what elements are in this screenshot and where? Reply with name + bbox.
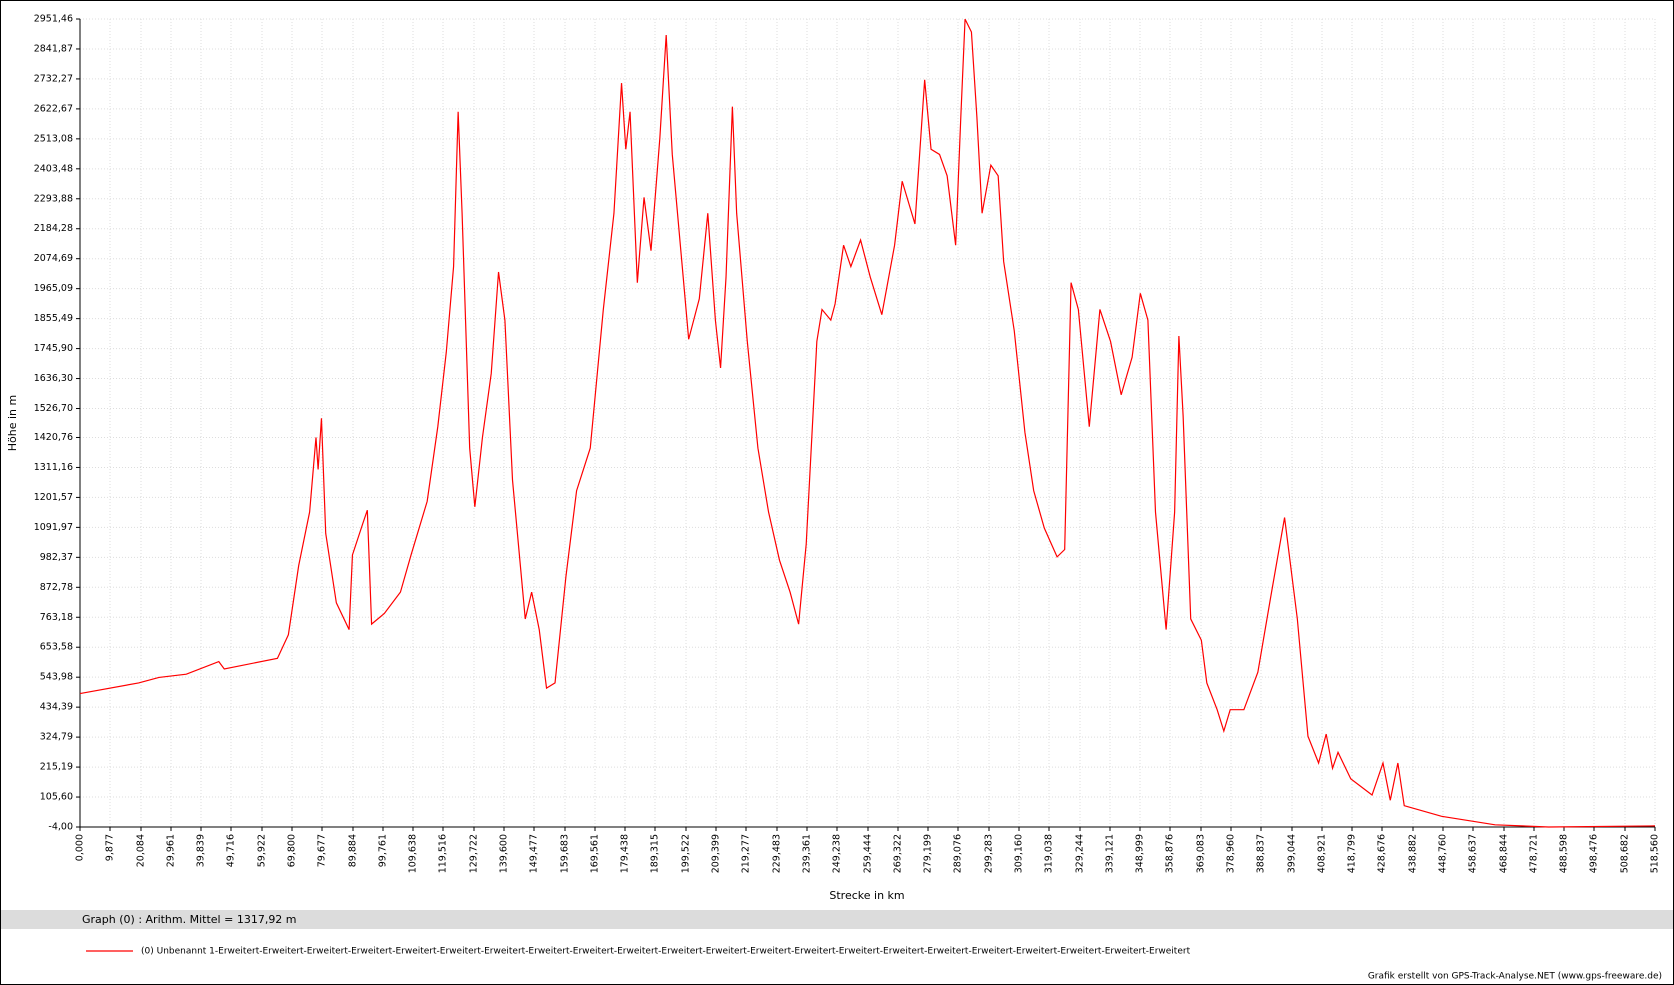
x-tick-label: 488,598 — [1558, 834, 1569, 873]
x-tick-label: 69,800 — [287, 834, 298, 867]
y-tick-label: 543,98 — [40, 672, 73, 683]
x-tick-label: 159,683 — [559, 834, 570, 873]
y-tick-label: 215,19 — [40, 762, 73, 773]
x-axis-label: Strecke in km — [829, 889, 904, 902]
y-tick-label: 763,18 — [40, 612, 73, 623]
y-tick-label: 2622,67 — [34, 103, 73, 114]
x-tick-label: 448,760 — [1437, 834, 1448, 873]
x-tick-label: 408,921 — [1316, 834, 1327, 873]
y-tick-label: 2074,69 — [34, 253, 73, 264]
y-tick-label: 1636,30 — [34, 373, 73, 384]
x-tick-label: 358,876 — [1164, 834, 1175, 873]
x-tick-label: 508,682 — [1619, 834, 1630, 873]
y-tick-label: 1201,57 — [34, 492, 73, 503]
y-tick-label: 982,37 — [40, 552, 73, 563]
y-tick-label: 105,60 — [40, 792, 73, 803]
x-tick-label: 229,483 — [771, 834, 782, 873]
x-tick-label: 388,837 — [1255, 834, 1266, 873]
y-tick-label: 2293,88 — [34, 193, 73, 204]
x-tick-label: 468,844 — [1498, 834, 1509, 873]
y-tick-label: 2732,27 — [34, 73, 73, 84]
y-tick-label: 2513,08 — [34, 133, 73, 144]
x-tick-label: 39,839 — [196, 834, 207, 867]
x-tick-label: 339,121 — [1104, 834, 1115, 873]
x-tick-label: 348,999 — [1134, 834, 1145, 873]
x-tick-label: 20,084 — [136, 834, 147, 867]
x-tick-label: 319,038 — [1044, 834, 1055, 873]
elevation-line — [79, 18, 1656, 828]
x-tick-label: 369,083 — [1195, 834, 1206, 873]
y-tick-label: 2184,28 — [34, 223, 73, 234]
x-tick-label: 189,315 — [649, 834, 660, 873]
x-tick-label: 139,600 — [499, 834, 510, 873]
x-tick-label: 79,677 — [316, 834, 327, 867]
x-tick-label: 428,676 — [1376, 834, 1387, 873]
x-tick-label: 518,560 — [1650, 834, 1661, 873]
y-tick-label: 1855,49 — [34, 313, 73, 324]
x-tick-label: 149,477 — [529, 834, 540, 873]
y-tick-label: 324,79 — [40, 732, 73, 743]
x-tick-label: 119,516 — [438, 834, 449, 873]
x-tick-label: 49,716 — [226, 834, 237, 867]
x-tick-label: 209,399 — [710, 834, 721, 873]
y-tick-label: 1420,76 — [34, 432, 73, 443]
y-tick-label: 2403,48 — [34, 163, 73, 174]
x-tick-label: 109,638 — [407, 834, 418, 873]
y-tick-label: 434,39 — [40, 702, 73, 713]
y-tick-label: 1091,97 — [34, 522, 73, 533]
x-tick-label: 199,522 — [680, 834, 691, 873]
x-tick-label: 259,444 — [862, 834, 873, 873]
x-tick-label: 299,283 — [983, 834, 994, 873]
x-tick-label: 378,960 — [1225, 834, 1236, 873]
y-tick-label: -4,00 — [48, 822, 73, 833]
x-tick-label: 89,884 — [348, 834, 359, 867]
x-tick-label: 418,799 — [1347, 834, 1358, 873]
x-tick-label: 29,961 — [165, 834, 176, 867]
x-tick-label: 249,238 — [831, 834, 842, 873]
x-tick-label: 59,922 — [256, 834, 267, 867]
y-tick-label: 872,78 — [40, 582, 73, 593]
x-tick-label: 9,877 — [104, 834, 115, 861]
stats-band — [1, 910, 1673, 929]
y-tick-label: 1965,09 — [34, 283, 73, 294]
x-tick-label: 458,637 — [1467, 834, 1478, 873]
x-tick-label: 239,361 — [802, 834, 813, 873]
stats: Graph (0) : Arithm. Mittel = 1317,92 m — [82, 913, 297, 926]
y-tick-label: 653,58 — [40, 642, 73, 653]
x-tick-label: 478,721 — [1528, 834, 1539, 873]
x-tick-label: 279,199 — [922, 834, 933, 873]
y-tick-label: 1311,16 — [34, 462, 73, 473]
x-tick-label: 179,438 — [619, 834, 630, 873]
x-tick-label: 99,761 — [377, 834, 388, 867]
x-tick-label: 289,076 — [952, 834, 963, 873]
y-tick-label: 1526,70 — [34, 403, 73, 414]
y-tick-label: 2951,46 — [34, 14, 73, 25]
x-tick-label: 309,160 — [1013, 834, 1024, 873]
x-tick-label: 219,277 — [741, 834, 752, 873]
y-tick-label: 1745,90 — [34, 343, 73, 354]
y-tick-label: 2841,87 — [34, 43, 73, 54]
x-tick-label: 269,322 — [893, 834, 904, 873]
x-tick-label: 438,882 — [1407, 834, 1418, 873]
footer: Grafik erstellt von GPS-Track-Analyse.NE… — [1368, 972, 1662, 982]
x-tick-label: 169,561 — [590, 834, 601, 873]
x-tick-label: 329,244 — [1074, 834, 1085, 873]
x-tick-label: 129,722 — [468, 834, 479, 873]
legend-label: (0) Unbenannt 1-Erweitert-Erweitert-Erwe… — [141, 947, 1191, 957]
x-tick-label: 498,476 — [1588, 834, 1599, 873]
x-tick-label: 0,000 — [75, 834, 86, 861]
y-axis-label: Höhe in m — [6, 395, 19, 451]
x-tick-label: 399,044 — [1286, 834, 1297, 873]
